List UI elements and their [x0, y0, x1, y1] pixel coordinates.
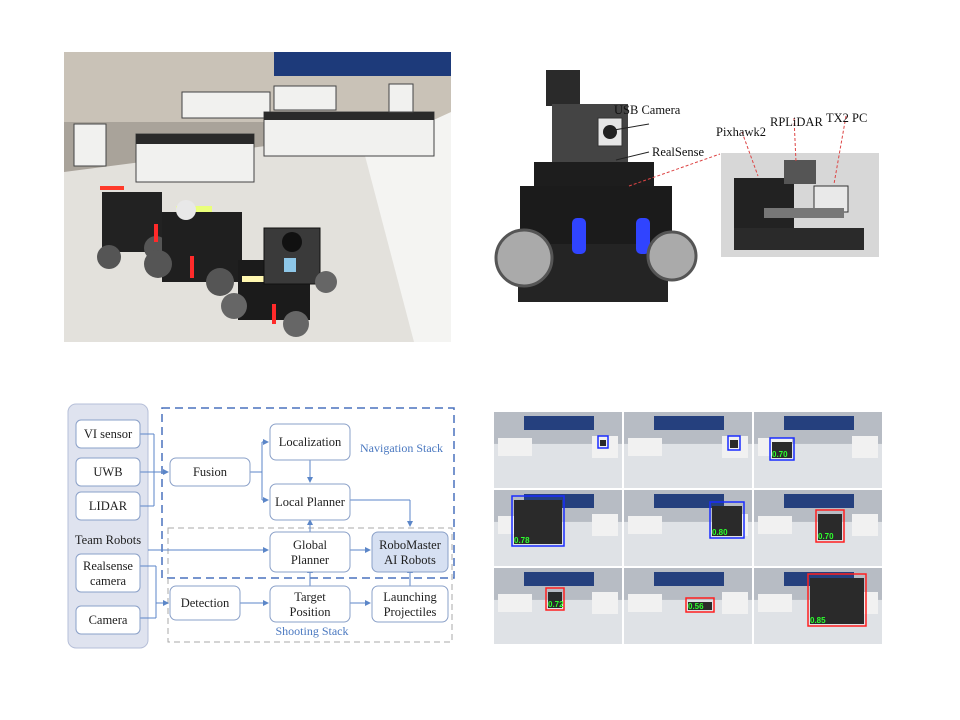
node-launching-projectiles	[371, 585, 449, 623]
detected-robot	[514, 500, 562, 544]
navigation-stack-frame	[161, 407, 455, 579]
detected-robot	[712, 506, 742, 536]
detection-cell: 0.72	[494, 568, 622, 644]
detection-cell: 0.70	[754, 490, 882, 566]
annotation-tx2-pc: TX2 PC	[826, 111, 867, 125]
detection-score: 0.72	[548, 600, 564, 609]
annotation-realsense: RealSense	[652, 145, 705, 159]
label-navigation-stack: Navigation Stack	[360, 441, 443, 455]
label-vi-sensor: VI sensor	[84, 427, 133, 441]
detection-cell: 0.78	[494, 490, 622, 566]
label-realsense-line2: camera	[90, 574, 127, 588]
detected-robot	[600, 440, 606, 446]
detection-cell: 0.85	[754, 568, 882, 644]
node-lidar	[75, 491, 141, 521]
label-target-position-line2: Position	[290, 605, 332, 619]
node-local-planner	[269, 483, 351, 521]
bounding-box-blue	[597, 435, 609, 449]
label-team-robots: Team Robots	[75, 533, 141, 547]
node-camera	[75, 605, 141, 635]
label-lidar: LIDAR	[89, 499, 128, 513]
detection-cell	[624, 412, 752, 488]
node-global-planner	[269, 531, 351, 573]
robot-hardware-photo: USB Camera RealSense Pixhawk2 RPLiDAR TX…	[494, 68, 880, 318]
detection-cell	[494, 412, 622, 488]
label-shooting-stack: Shooting Stack	[275, 624, 348, 638]
bounding-box-red	[685, 597, 715, 613]
label-camera: Camera	[89, 613, 128, 627]
detected-robot	[772, 442, 792, 458]
node-realsense-camera	[75, 553, 141, 593]
label-robomaster-line1: RoboMaster	[379, 538, 442, 552]
detection-cell: 0.80	[624, 490, 752, 566]
label-global-planner-line2: Planner	[291, 553, 330, 567]
annotation-pixhawk2: Pixhawk2	[716, 125, 766, 139]
bounding-box-red	[807, 573, 867, 627]
label-global-planner-line1: Global	[293, 538, 328, 552]
label-local-planner: Local Planner	[275, 495, 346, 509]
detection-score: 0.56	[688, 602, 704, 611]
label-realsense-line1: Realsense	[83, 559, 133, 573]
annotation-rplidar: RPLiDAR	[770, 115, 823, 129]
label-launching-line2: Projectiles	[384, 605, 437, 619]
robot-left	[97, 186, 168, 269]
detection-score: 0.85	[810, 616, 826, 625]
bounding-box-red	[815, 509, 845, 543]
detection-score: 0.70	[772, 450, 788, 459]
detection-cell: 0.70	[754, 412, 882, 488]
node-uwb	[75, 457, 141, 487]
robot-middle	[144, 200, 242, 296]
label-uwb: UWB	[93, 465, 122, 479]
detection-results-grid: 0.70 0.78 0.80 0.70 0.72 0.56 0.85	[494, 412, 886, 644]
detected-robot	[818, 514, 842, 540]
bounding-box-blue	[727, 435, 741, 451]
label-localization: Localization	[279, 435, 342, 449]
detection-score: 0.80	[712, 528, 728, 537]
detected-robot	[688, 602, 712, 610]
detected-robot	[730, 440, 738, 448]
label-robomaster-line2: AI Robots	[384, 553, 436, 567]
node-robomaster-ai-robots	[371, 531, 449, 573]
label-launching-line1: Launching	[383, 590, 437, 604]
detection-score: 0.78	[514, 536, 530, 545]
node-fusion	[169, 457, 251, 487]
node-vi-sensor	[75, 419, 141, 449]
annotation-usb-camera: USB Camera	[614, 103, 681, 117]
node-detection	[169, 585, 241, 621]
detection-cell: 0.56	[624, 568, 752, 644]
bounding-box-red	[545, 587, 565, 611]
label-fusion: Fusion	[193, 465, 228, 479]
bounding-box-blue	[511, 495, 565, 547]
detected-robot	[810, 578, 864, 624]
bounding-box-blue	[709, 501, 745, 539]
label-detection: Detection	[181, 596, 230, 610]
bounding-box-blue	[769, 437, 795, 461]
node-target-position	[269, 585, 351, 623]
detected-robot	[548, 592, 562, 608]
system-block-diagram: VI sensor UWB LIDAR Realsense camera Cam…	[64, 400, 464, 650]
detection-score: 0.70	[818, 532, 834, 541]
node-localization	[269, 423, 351, 461]
robot-front	[221, 227, 337, 337]
arena-photo	[64, 52, 451, 342]
label-target-position-line1: Target	[294, 590, 326, 604]
